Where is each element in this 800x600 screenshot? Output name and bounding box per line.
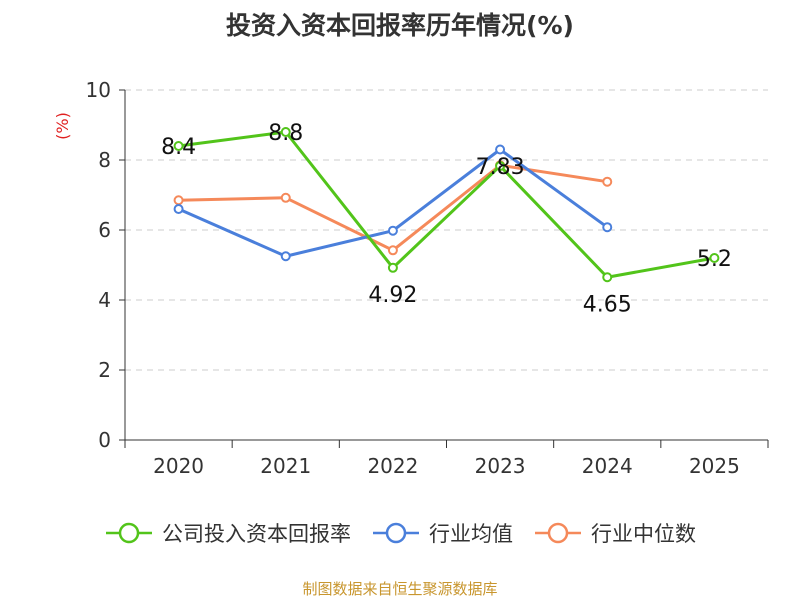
data-label: 7.83 — [476, 155, 525, 180]
legend-line-marker-icon — [535, 522, 581, 544]
y-tick-label: 10 — [86, 78, 111, 102]
legend-line-marker-icon — [106, 522, 152, 544]
x-tick-label: 2021 — [260, 454, 311, 478]
legend-item-industry-median[interactable]: 行业中位数 — [533, 518, 696, 548]
series-point[interactable] — [495, 144, 506, 155]
legend-label-industry-median: 行业中位数 — [591, 522, 696, 546]
series-point[interactable] — [280, 251, 291, 262]
x-tick-label: 2020 — [153, 454, 204, 478]
series-point[interactable] — [173, 195, 184, 206]
series-point[interactable] — [173, 204, 184, 214]
source-note: 制图数据来自恒生聚源数据库 — [302, 580, 498, 598]
x-tick-label: 2022 — [367, 454, 418, 478]
legend: 公司投入资本回报率 行业均值 行业中位数 — [0, 518, 800, 548]
series-point[interactable] — [173, 141, 184, 151]
series-point[interactable] — [602, 176, 613, 187]
series-point[interactable] — [280, 127, 291, 137]
y-tick-label: 6 — [98, 218, 111, 242]
series-point[interactable] — [602, 272, 613, 283]
legend-item-company[interactable]: 公司投入资本回报率 — [104, 518, 351, 548]
series-point[interactable] — [495, 160, 506, 171]
y-tick-label: 0 — [98, 428, 111, 452]
data-label: 8.8 — [268, 121, 303, 146]
series-point[interactable] — [387, 262, 398, 273]
y-tick-label: 2 — [98, 358, 111, 382]
x-tick-label: 2024 — [582, 454, 633, 478]
data-label: 4.65 — [583, 292, 632, 317]
data-label: 5.2 — [697, 247, 732, 272]
y-tick-label: 8 — [98, 148, 111, 172]
series-point[interactable] — [602, 222, 613, 233]
series-line — [177, 148, 609, 258]
legend-item-industry-mean[interactable]: 行业均值 — [371, 518, 513, 548]
series-point[interactable] — [709, 253, 720, 263]
series-line — [178, 130, 715, 279]
y-axis-unit-label: (%) — [53, 112, 72, 140]
data-label: 8.4 — [161, 135, 196, 160]
x-tick-label: 2023 — [475, 454, 526, 478]
series-point[interactable] — [387, 225, 398, 236]
chart-title: 投资入资本回报率历年情况(%) — [226, 11, 574, 40]
legend-label-company: 公司投入资本回报率 — [162, 522, 351, 546]
series-point[interactable] — [280, 192, 291, 203]
legend-label-industry-mean: 行业均值 — [429, 522, 513, 546]
series-point[interactable] — [387, 245, 398, 256]
y-tick-label: 4 — [98, 288, 111, 312]
data-label: 4.92 — [368, 283, 417, 308]
x-tick-label: 2025 — [689, 454, 740, 478]
legend-line-marker-icon — [373, 522, 419, 544]
